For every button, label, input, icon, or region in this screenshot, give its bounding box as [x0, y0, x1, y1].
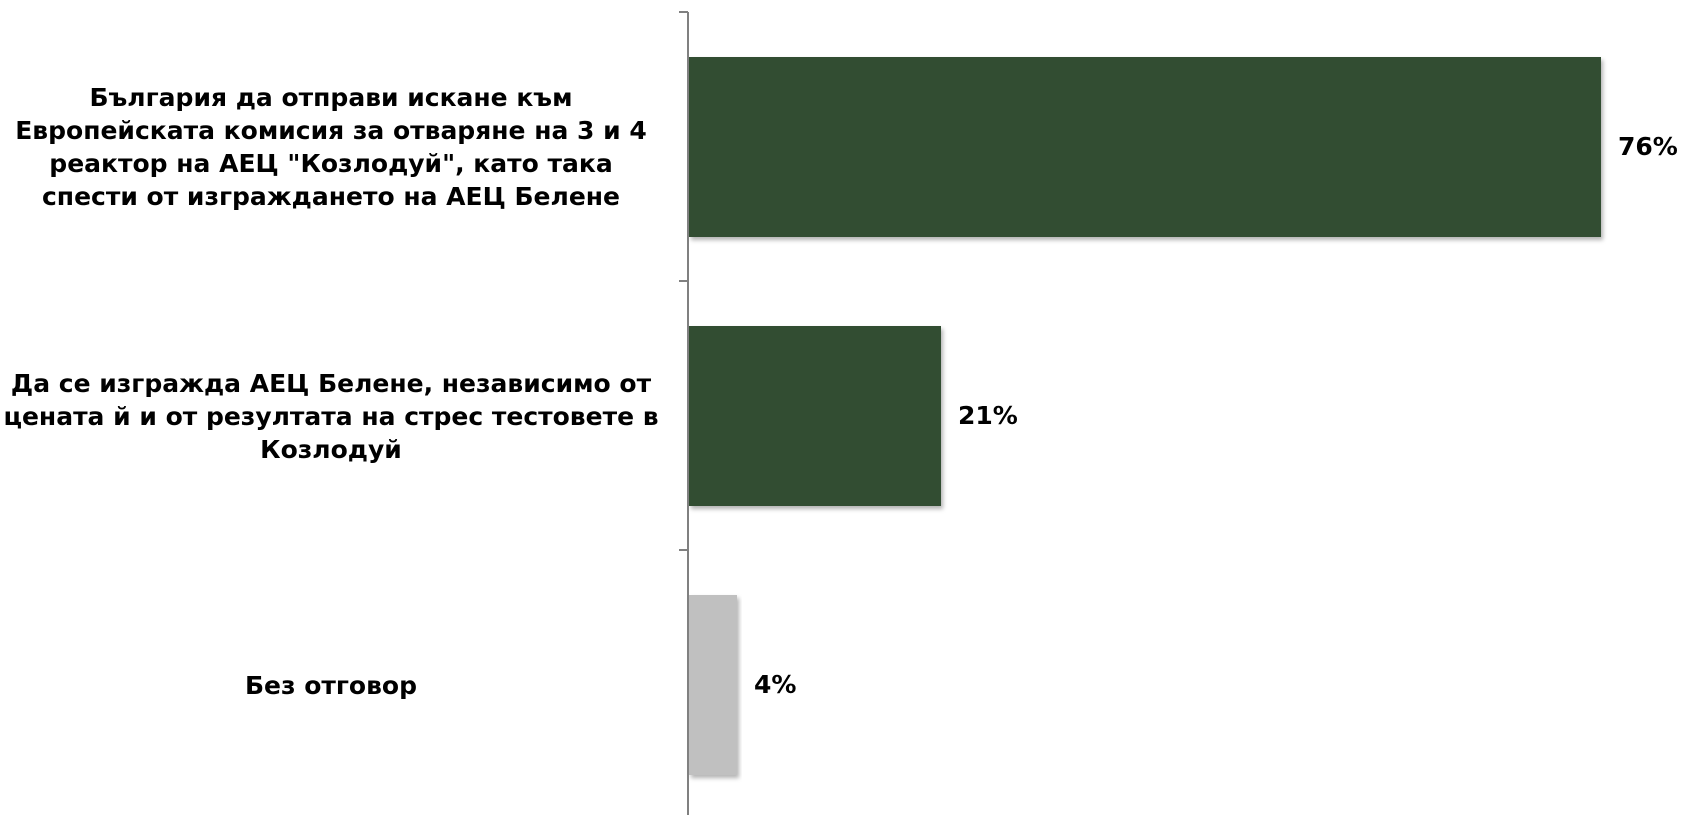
bar-1 [689, 57, 1601, 237]
bars-layer [689, 57, 1601, 775]
category-axis [679, 11, 689, 815]
category-label-3: Без отговор [0, 595, 662, 775]
category-label-text: Да се изгражда АЕЦ Белене, независимо от… [3, 368, 659, 464]
category-label-1: България да отправи искане към Европейск… [0, 57, 662, 237]
category-label-2: Да се изгражда АЕЦ Белене, независимо от… [0, 326, 662, 506]
category-label-text: Без отговор [244, 670, 418, 700]
value-label-2: 21% [958, 401, 1018, 430]
category-label-text: България да отправи искане към Европейск… [15, 83, 647, 211]
bar-3 [689, 595, 737, 775]
value-label-1: 76% [1618, 132, 1678, 161]
bar-2 [689, 326, 941, 506]
value-label-3: 4% [754, 670, 797, 699]
